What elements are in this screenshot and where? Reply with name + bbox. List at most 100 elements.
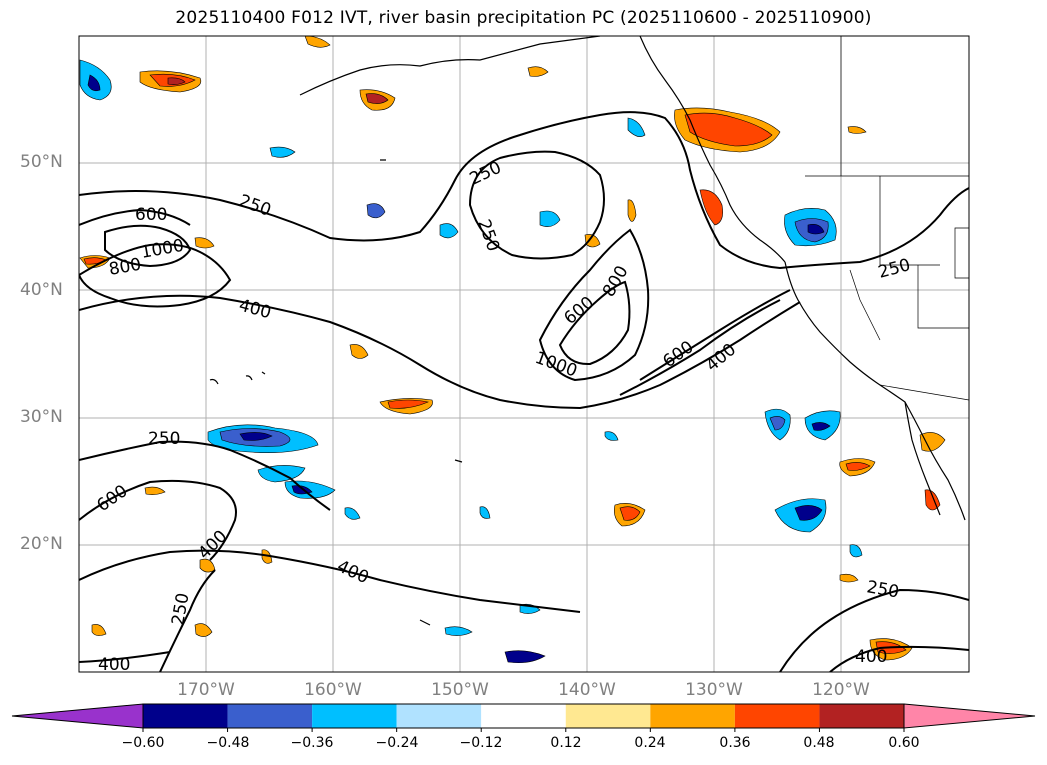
- precip-blob: [349, 344, 369, 359]
- colorbar-segment: [312, 704, 397, 728]
- lon-label-120w: 120°W: [812, 680, 870, 700]
- precip-blob: [619, 506, 641, 521]
- ivt-contour-northwest: [79, 208, 191, 226]
- ivt-contour-250-tropical: [79, 440, 331, 511]
- colorbar-tick-label: 0.24: [634, 735, 666, 751]
- lat-label-40: 40°N: [20, 280, 63, 300]
- ivt-contour-inner-1000: [558, 280, 631, 366]
- precip-blob: [684, 112, 773, 147]
- precip-blob: [194, 237, 215, 249]
- contour-label: 400: [855, 647, 887, 667]
- colorbar-segment: [481, 704, 566, 728]
- colorbar-tick-label: 0.60: [888, 735, 920, 751]
- precip-blob: [239, 432, 273, 441]
- colorbar-frame: [142, 703, 905, 729]
- map-panel: 250 250 250 250 250 250 250 400 400 400 …: [78, 35, 970, 675]
- precip-blob: [539, 210, 561, 227]
- precip-blob: [527, 66, 549, 77]
- political-borders: [805, 36, 969, 401]
- precip-positive-areas: [79, 36, 946, 661]
- precip-blob: [269, 146, 296, 158]
- map-title: 2025110400 F012 IVT, river basin precipi…: [175, 8, 872, 28]
- ivt-contour-400-south: [79, 294, 801, 410]
- lat-label-30: 30°N: [20, 407, 63, 427]
- ivt-contour-600-west: [79, 479, 237, 561]
- precip-blob: [584, 234, 601, 248]
- contour-label: 400: [98, 655, 130, 675]
- map-frame: [78, 35, 970, 673]
- precip-blob: [769, 416, 786, 431]
- precip-blob: [439, 223, 459, 239]
- ivt-contour-inner-600: [538, 228, 650, 382]
- precip-blob: [365, 93, 389, 104]
- colorbar-segment: [396, 704, 482, 728]
- precip-blob: [387, 399, 429, 409]
- precip-blob: [479, 506, 491, 519]
- ivt-contour-250-se: [779, 588, 969, 672]
- colorbar-extend-max: [903, 703, 1036, 729]
- precip-blob: [444, 626, 473, 636]
- colorbar-tick-label: −0.48: [206, 735, 250, 751]
- precip-blob: [845, 462, 871, 471]
- island-chain: [380, 159, 463, 626]
- precip-blob: [504, 650, 546, 664]
- lat-label-50: 50°N: [20, 152, 63, 172]
- precip-blob: [87, 74, 101, 92]
- ivt-contour-400-se: [829, 645, 969, 672]
- precip-blob: [627, 199, 637, 222]
- colorbar-segment: [650, 704, 735, 728]
- precip-blob: [167, 77, 186, 85]
- colorbar: [11, 703, 1036, 732]
- colorbar-tick-label: −0.60: [121, 735, 165, 751]
- colorbar-tick-label: −0.24: [375, 735, 419, 751]
- gridlines: [79, 36, 969, 672]
- lon-label-160w: 160°W: [304, 680, 362, 700]
- coastline-baja: [904, 401, 941, 516]
- lon-label-140w: 140°W: [558, 680, 616, 700]
- ivt-contour-800-1000: [104, 224, 192, 268]
- precip-blob: [699, 189, 723, 226]
- ivt-contour-400-southwest: [79, 549, 581, 613]
- ivt-contour-250-outer-north: [79, 111, 969, 270]
- colorbar-segment: [143, 704, 228, 728]
- ivt-contour-250-loop: [468, 150, 605, 260]
- precip-blob: [811, 422, 831, 431]
- contour-label: 250: [148, 429, 180, 449]
- precip-blob: [794, 505, 823, 521]
- lon-label-130w: 130°W: [685, 680, 743, 700]
- precip-blob: [839, 573, 859, 583]
- colorbar-segment: [565, 704, 651, 728]
- coastline-alaska: [299, 36, 601, 96]
- precip-blob: [919, 432, 946, 452]
- ivt-contour-250-south: [159, 569, 216, 672]
- precip-blob: [849, 544, 863, 558]
- precip-blob: [807, 224, 825, 235]
- colorbar-tick-label: 0.36: [719, 735, 751, 751]
- contour-label: 600: [135, 205, 167, 225]
- coastline-hawaii: [209, 371, 266, 385]
- precip-blob: [604, 431, 619, 441]
- colorbar-extend-min: [11, 703, 144, 729]
- colorbar-segment: [227, 704, 313, 728]
- precip-blob: [304, 36, 331, 48]
- colorbar-tick-label: 0.48: [803, 735, 835, 751]
- ivt-contours: [79, 111, 969, 672]
- precip-blob: [847, 126, 867, 134]
- precip-blob: [144, 486, 166, 495]
- precip-blob: [627, 117, 646, 137]
- precip-blob: [366, 203, 386, 219]
- ivt-contour-600-east: [619, 299, 781, 396]
- colorbar-tick-label: 0.12: [550, 735, 582, 751]
- ivt-contour-400-east: [639, 289, 791, 381]
- colorbar-tick-label: −0.36: [290, 735, 334, 751]
- lon-label-170w: 170°W: [177, 680, 235, 700]
- lat-label-20: 20°N: [20, 534, 63, 554]
- precip-blob: [194, 623, 213, 637]
- colorbar-segment: [819, 704, 904, 728]
- coastline-canada: [639, 36, 786, 263]
- precip-blob: [344, 507, 361, 520]
- map-background: [79, 36, 969, 672]
- lon-label-150w: 150°W: [431, 680, 489, 700]
- precip-blob: [91, 624, 107, 636]
- ivt-contour-600: [79, 243, 232, 308]
